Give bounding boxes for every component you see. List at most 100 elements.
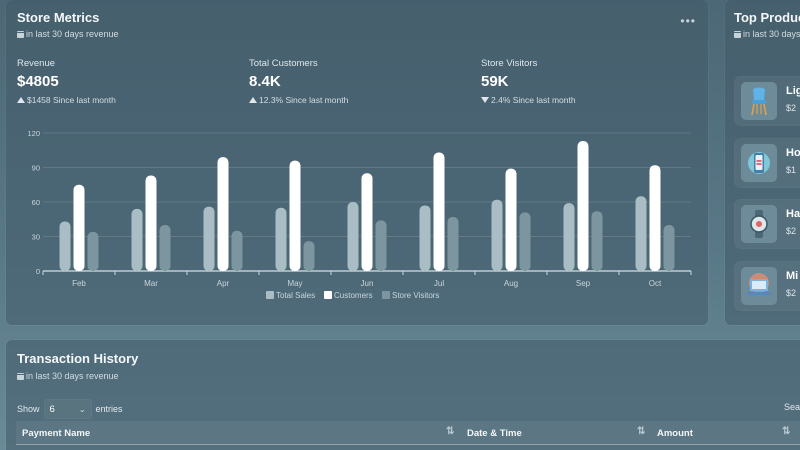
column-header-payment-name[interactable]: Payment Name (22, 428, 91, 439)
top-products-title: Top Produc (734, 10, 800, 25)
bar-store-visitors (87, 231, 99, 271)
stat-change-text: 12.3% Since last month (259, 95, 349, 105)
legend-label: Total Sales (276, 291, 315, 300)
bar-store-visitors (663, 225, 675, 271)
laptop-icon (741, 267, 777, 305)
entries-select-value: 6 (49, 403, 55, 415)
stat-change-text: $1458 Since last month (27, 95, 116, 105)
calendar-icon (17, 30, 24, 38)
bar-store-visitors (447, 216, 459, 271)
bar-customers (73, 184, 85, 271)
bar-total-sales (419, 205, 431, 271)
stat-total-customers: Total Customers 8.4K 12.3% Since last mo… (249, 58, 348, 105)
x-tick-label: Feb (72, 279, 86, 288)
product-price: $2 (786, 103, 797, 113)
bar-total-sales (131, 208, 143, 271)
bar-customers (577, 141, 589, 271)
product-item[interactable]: Mi $2 (735, 262, 800, 310)
stat-change-text: 2.4% Since last month (491, 95, 576, 105)
x-tick-label: Oct (649, 279, 662, 288)
bar-customers (217, 157, 229, 271)
product-item[interactable]: Ho $1 (735, 139, 800, 187)
y-tick-label: 0 (36, 267, 40, 276)
entries-select[interactable]: 6 ⌄ (44, 400, 91, 418)
x-tick-label: Apr (217, 279, 230, 288)
stat-value: $4805 (17, 73, 59, 90)
calendar-icon (734, 30, 741, 38)
bar-total-sales (491, 199, 503, 271)
y-tick-label: 120 (27, 129, 40, 138)
watch-icon (741, 205, 777, 243)
calendar-icon (17, 372, 24, 380)
chevron-down-icon: ⌄ (78, 404, 86, 414)
transaction-table-header: Payment Name ⇅ Date & Time ⇅ Amount ⇅ (16, 421, 800, 445)
y-tick-label: 60 (32, 198, 40, 207)
bar-store-visitors (375, 220, 387, 271)
stat-revenue: Revenue $4805 $1458 Since last month (17, 58, 116, 105)
product-name: Lig (786, 85, 800, 97)
x-tick-label: Sep (576, 279, 591, 288)
bar-total-sales (347, 202, 359, 271)
store-metrics-card: Store Metrics in last 30 days revenue ••… (6, 0, 708, 325)
more-horizontal-icon[interactable]: ••• (680, 14, 696, 28)
bar-store-visitors (591, 211, 603, 271)
bar-total-sales (563, 203, 575, 271)
bar-customers (433, 152, 445, 271)
entries-control: Show 6 ⌄ entries (17, 400, 123, 418)
x-tick-label: Jul (434, 279, 444, 288)
stat-value: 8.4K (249, 73, 281, 90)
bar-store-visitors (303, 241, 315, 271)
stat-change: $1458 Since last month (17, 95, 116, 105)
product-name: Mi (786, 270, 799, 282)
product-price: $2 (786, 288, 797, 298)
arrow-up-icon (249, 97, 257, 103)
bar-total-sales (635, 196, 647, 271)
stat-store-visitors: Store Visitors 59K 2.4% Since last month (481, 58, 576, 105)
show-label: Show (17, 404, 40, 414)
bar-customers (649, 165, 661, 271)
bar-customers (145, 175, 157, 271)
transaction-history-card: Transaction History in last 30 days reve… (6, 340, 800, 450)
product-item[interactable]: Lig $2 (735, 77, 800, 125)
bar-total-sales (203, 206, 215, 271)
stat-value: 59K (481, 73, 509, 90)
legend-label: Customers (334, 291, 373, 300)
phone-icon (741, 144, 777, 182)
transaction-history-subtitle-text: in last 30 days revenue (26, 371, 119, 381)
y-tick-label: 30 (32, 233, 40, 242)
sort-icon[interactable]: ⇅ (446, 426, 455, 437)
store-metrics-subtitle: in last 30 days revenue (17, 29, 119, 39)
column-header-amount[interactable]: Amount (657, 428, 693, 439)
legend-swatch (382, 291, 390, 299)
transaction-history-subtitle: in last 30 days revenue (17, 371, 119, 381)
stat-label: Total Customers (249, 58, 318, 69)
product-price: $1 (786, 165, 797, 175)
bar-store-visitors (231, 230, 243, 271)
sort-icon[interactable]: ⇅ (637, 426, 646, 437)
column-header-date-time[interactable]: Date & Time (467, 428, 522, 439)
bar-customers (361, 173, 373, 271)
x-tick-label: May (287, 279, 302, 288)
store-metrics-title: Store Metrics (17, 10, 100, 25)
sort-icon[interactable]: ⇅ (782, 426, 791, 437)
product-item[interactable]: Ha $2 (735, 200, 800, 248)
product-name: Ho (786, 147, 800, 159)
legend-swatch (324, 291, 332, 299)
store-metrics-subtitle-text: in last 30 days revenue (26, 29, 119, 39)
store-metrics-chart: 0 30 60 90 120 Feb Mar Apr May Jun Jul Aug Sep Oct Tot… (27, 129, 692, 300)
stat-change: 12.3% Since last month (249, 95, 348, 105)
search-label: Sea (784, 402, 800, 412)
bar-store-visitors (159, 225, 171, 271)
stat-label: Store Visitors (481, 58, 538, 69)
y-tick-label: 90 (32, 164, 40, 173)
top-products-subtitle-text: in last 30 days (743, 29, 800, 39)
product-name: Ha (786, 208, 800, 220)
legend-swatch (266, 291, 274, 299)
bar-customers (505, 168, 517, 271)
bar-store-visitors (519, 212, 531, 271)
top-products-card: Top Produc in last 30 days Lig $2 (725, 0, 800, 325)
stat-change: 2.4% Since last month (481, 95, 576, 105)
chair-icon (741, 82, 777, 120)
entries-label: entries (95, 404, 123, 414)
x-tick-label: Mar (144, 279, 158, 288)
